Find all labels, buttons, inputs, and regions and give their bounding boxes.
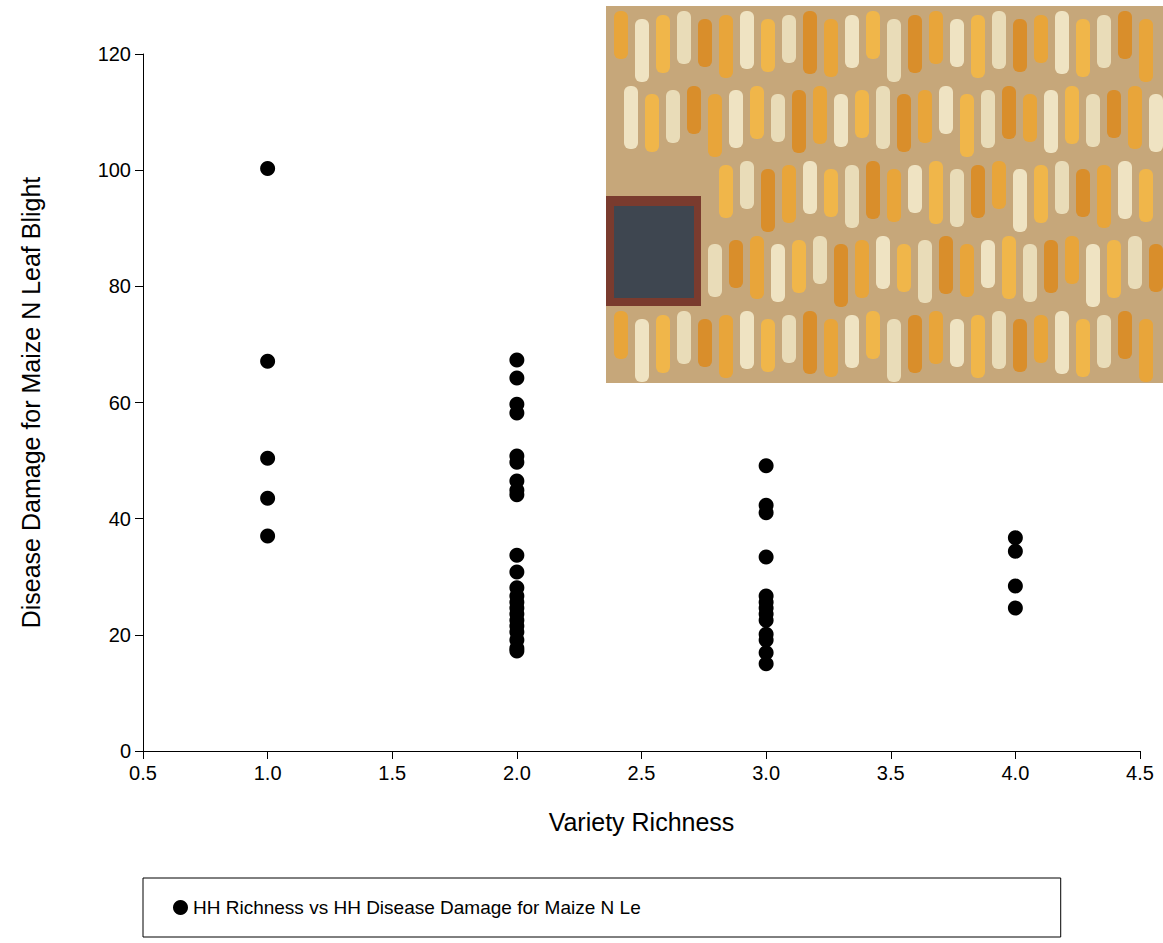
svg-text:100: 100 <box>98 159 131 181</box>
svg-text:1.0: 1.0 <box>254 762 282 784</box>
svg-text:0: 0 <box>120 740 131 762</box>
svg-text:40: 40 <box>109 508 131 530</box>
svg-text:Disease Damage for Maize N Lea: Disease Damage for Maize N Leaf Blight <box>17 177 45 629</box>
svg-text:3.0: 3.0 <box>752 762 780 784</box>
svg-text:Variety Richness: Variety Richness <box>549 808 735 836</box>
svg-text:1.5: 1.5 <box>378 762 406 784</box>
svg-text:HH Richness vs HH Disease Dama: HH Richness vs HH Disease Damage for Mai… <box>193 897 641 918</box>
svg-text:3.5: 3.5 <box>877 762 905 784</box>
svg-text:0.5: 0.5 <box>129 762 157 784</box>
svg-text:80: 80 <box>109 275 131 297</box>
svg-text:120: 120 <box>98 43 131 65</box>
svg-text:4.0: 4.0 <box>1001 762 1029 784</box>
svg-text:20: 20 <box>109 624 131 646</box>
svg-text:2.5: 2.5 <box>628 762 656 784</box>
svg-text:60: 60 <box>109 392 131 414</box>
svg-text:2.0: 2.0 <box>503 762 531 784</box>
svg-text:4.5: 4.5 <box>1126 762 1154 784</box>
